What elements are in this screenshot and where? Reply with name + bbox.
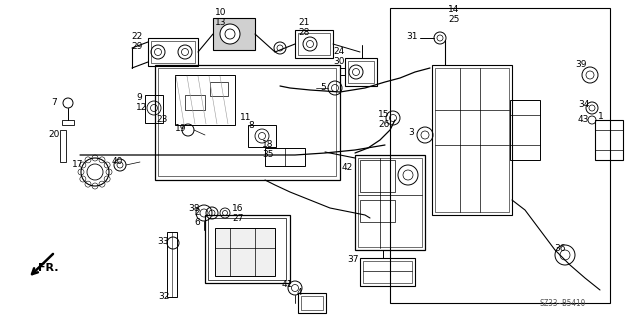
- Bar: [208, 218, 286, 280]
- Text: 24
30: 24 30: [333, 47, 344, 67]
- Bar: [435, 68, 509, 212]
- Bar: [295, 30, 333, 58]
- Text: 3: 3: [408, 128, 414, 137]
- Text: 7: 7: [51, 98, 57, 107]
- Bar: [213, 18, 255, 50]
- Text: 15
26: 15 26: [378, 110, 389, 129]
- Bar: [151, 41, 195, 63]
- Text: 16
27: 16 27: [232, 204, 244, 223]
- Bar: [155, 65, 340, 180]
- Text: 21
28: 21 28: [298, 18, 310, 37]
- Bar: [167, 232, 177, 297]
- Bar: [298, 33, 330, 55]
- Bar: [595, 120, 623, 160]
- Text: 14
25: 14 25: [448, 5, 460, 24]
- Text: 33: 33: [157, 237, 168, 246]
- Text: 19: 19: [175, 124, 187, 133]
- Text: 17: 17: [72, 160, 84, 169]
- Text: 31: 31: [406, 32, 418, 41]
- Text: 34: 34: [578, 100, 589, 109]
- Bar: [185, 95, 205, 110]
- Text: 37: 37: [347, 255, 358, 264]
- Text: 20: 20: [48, 130, 60, 139]
- Text: 32: 32: [158, 292, 170, 301]
- Text: 4: 4: [297, 288, 303, 297]
- Bar: [175, 75, 235, 125]
- Text: 11: 11: [240, 113, 251, 122]
- Text: SZ33-B5410: SZ33-B5410: [540, 299, 586, 308]
- Text: 2
6: 2 6: [194, 208, 200, 228]
- Text: 23: 23: [156, 115, 167, 124]
- Bar: [363, 261, 412, 283]
- Bar: [148, 38, 198, 66]
- Bar: [60, 130, 66, 162]
- Bar: [205, 215, 290, 283]
- Text: 5: 5: [320, 83, 326, 92]
- Bar: [265, 148, 305, 166]
- Text: 38: 38: [188, 204, 199, 213]
- Text: 43: 43: [578, 115, 589, 124]
- Bar: [360, 160, 395, 192]
- Bar: [301, 296, 323, 310]
- Bar: [145, 95, 163, 123]
- Bar: [355, 155, 425, 250]
- Text: 8: 8: [248, 121, 254, 130]
- Bar: [298, 293, 326, 313]
- Text: 42: 42: [342, 163, 353, 172]
- Text: 1: 1: [598, 112, 604, 121]
- Text: 18
35: 18 35: [262, 140, 273, 159]
- Text: 36: 36: [554, 244, 565, 253]
- Circle shape: [220, 24, 240, 44]
- Bar: [158, 68, 336, 176]
- Bar: [510, 100, 540, 160]
- Text: 10
13: 10 13: [215, 8, 227, 28]
- Text: FR.: FR.: [38, 263, 58, 273]
- Bar: [248, 125, 276, 147]
- Text: 22
29: 22 29: [131, 32, 142, 52]
- Text: 40: 40: [112, 157, 123, 166]
- Bar: [345, 58, 377, 86]
- Text: 9
12: 9 12: [136, 93, 147, 112]
- Text: 39: 39: [575, 60, 587, 69]
- Bar: [62, 120, 74, 125]
- Bar: [348, 61, 374, 83]
- Bar: [432, 65, 512, 215]
- Bar: [360, 200, 395, 222]
- Bar: [360, 258, 415, 286]
- Bar: [215, 228, 275, 276]
- Text: 41: 41: [282, 280, 293, 289]
- Bar: [210, 82, 228, 96]
- Bar: [390, 8, 610, 303]
- Bar: [358, 158, 422, 247]
